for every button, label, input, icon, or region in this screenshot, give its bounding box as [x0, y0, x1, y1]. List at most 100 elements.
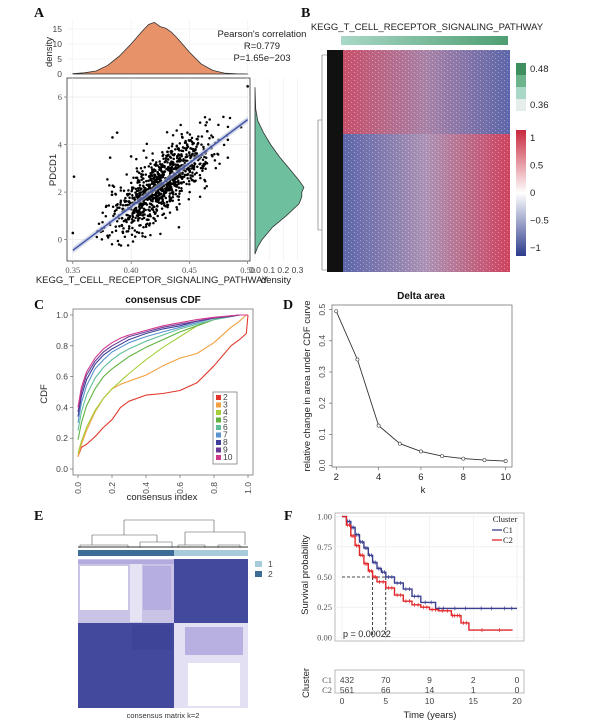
panel-e-consensus-matrix: 1 2 consensus matrix k=2	[78, 519, 273, 720]
y-tick-label: 0	[57, 69, 62, 79]
scatter-point	[180, 187, 183, 190]
scatter-point	[126, 203, 129, 207]
scatter-point	[170, 161, 174, 164]
scatter-point	[152, 193, 155, 197]
scatter-point	[156, 171, 159, 174]
scatter-point	[182, 180, 185, 184]
scatter-point	[185, 182, 188, 186]
scatter-point	[141, 235, 144, 238]
scatter-point	[139, 213, 142, 217]
scatter-point	[174, 188, 178, 192]
scatter-point	[107, 204, 111, 207]
x-tick-label: 0	[340, 696, 345, 706]
scatter-point	[153, 217, 156, 221]
scatter-point	[177, 198, 180, 202]
scatter-point	[191, 179, 194, 182]
scatter-point	[181, 171, 184, 175]
annotation-legend-max: 0.48	[530, 64, 549, 75]
y-tick-label: 0.4	[56, 402, 68, 412]
scatter-point	[189, 156, 192, 160]
scatter-point	[154, 191, 158, 194]
scatter-point	[206, 130, 209, 133]
scatter-point	[110, 243, 114, 246]
scatter-point	[147, 179, 150, 182]
scatter-point	[228, 116, 232, 120]
scatter-point	[146, 198, 149, 201]
scatter-point	[194, 152, 197, 155]
cdf-legend-label: 5	[223, 415, 228, 425]
x-tick-label: 0.40	[124, 265, 139, 275]
scatter-point	[111, 184, 114, 187]
scatter-point	[176, 195, 179, 198]
scatter-point	[156, 181, 160, 184]
risk-table-row-label: C2	[322, 685, 332, 695]
scatter-point	[161, 154, 164, 158]
x-tick-label: 0.35	[65, 265, 80, 275]
p-value-annotation: p = 0.00022	[343, 629, 391, 639]
scatter-point	[129, 155, 133, 158]
x-tick-label: 0.2	[107, 482, 117, 494]
scatter-point	[113, 209, 117, 213]
scatter-point	[146, 222, 149, 226]
delta-ylabel: relative change in area under CDF curve	[302, 300, 313, 471]
scatter-point	[153, 180, 156, 183]
y-tick-label: 0.25	[317, 602, 332, 612]
scatter-point	[110, 190, 114, 194]
scatter-point	[142, 149, 145, 152]
survival-ylabel: Survival probability	[300, 535, 311, 615]
scatter-point	[101, 221, 104, 224]
scatter-point	[203, 187, 207, 190]
scatter-point	[186, 145, 190, 148]
scatter-point	[180, 175, 184, 178]
scatter-point	[163, 204, 166, 207]
scatter-point	[165, 154, 168, 158]
scatter-point	[148, 187, 152, 190]
panel-letter-c: C	[34, 298, 44, 313]
scatter-point	[142, 177, 145, 180]
delta-area-point	[419, 449, 423, 454]
scatter-point	[201, 166, 205, 170]
scatter-point	[150, 182, 154, 185]
scatter-point	[177, 147, 180, 150]
scatter-point	[200, 135, 204, 138]
scatter-point	[162, 173, 165, 177]
y-tick-label: 0.3	[317, 366, 327, 378]
y-tick-label: 0.0	[56, 464, 68, 474]
annotation-legend-min: 0.36	[530, 100, 549, 111]
scatter-point	[182, 175, 186, 178]
cdf-line-k10	[77, 314, 248, 408]
scatter-point	[152, 177, 156, 181]
survival-curve-c1	[342, 515, 517, 610]
annotation-legend-swatch	[516, 75, 526, 87]
scatter-point	[125, 173, 128, 176]
cdf-xlabel: consensus index	[127, 492, 198, 503]
scatter-point	[165, 131, 169, 134]
scatter-point	[119, 244, 123, 247]
scatter-point	[139, 167, 143, 170]
scatter-point	[135, 193, 139, 196]
scatter-point	[186, 173, 190, 176]
cdf-legend-swatch	[216, 395, 221, 400]
scatter-point	[168, 184, 171, 187]
x-tick-label: 0.45	[182, 265, 197, 275]
scatter-point	[154, 169, 157, 172]
scatter-point	[101, 211, 104, 214]
scatter-point	[131, 214, 134, 217]
scatter-point	[202, 162, 205, 166]
scatter-point	[143, 166, 147, 169]
scatter-point	[158, 178, 162, 181]
scatter-point	[226, 156, 230, 159]
scatter-point	[142, 181, 145, 184]
scatter-point	[127, 225, 131, 228]
risk-table-cell: 561	[340, 685, 354, 695]
scatter-point	[118, 225, 121, 228]
scatter-point	[192, 141, 195, 145]
scatter-point	[180, 189, 183, 192]
scatter-point	[161, 213, 164, 217]
scatter-point	[115, 131, 119, 134]
scatter-point	[145, 142, 149, 146]
scatter-point	[113, 212, 116, 215]
scatter-point	[123, 200, 127, 203]
x-tick-label: 0.0	[249, 265, 261, 275]
cdf-line-k2	[77, 314, 249, 457]
